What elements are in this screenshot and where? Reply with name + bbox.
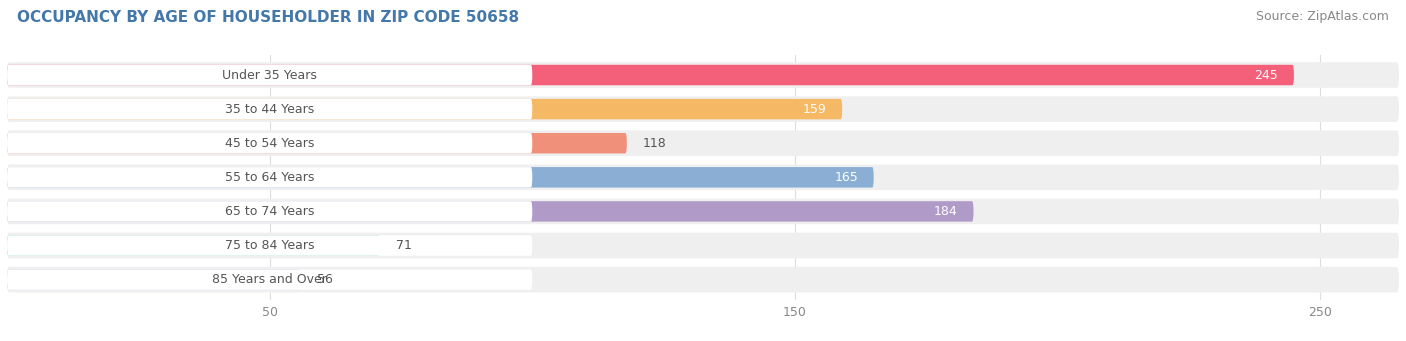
FancyBboxPatch shape: [7, 267, 1399, 293]
FancyBboxPatch shape: [7, 198, 1399, 224]
Text: 75 to 84 Years: 75 to 84 Years: [225, 239, 315, 252]
FancyBboxPatch shape: [7, 65, 1294, 85]
FancyBboxPatch shape: [7, 131, 1399, 156]
FancyBboxPatch shape: [7, 235, 380, 256]
FancyBboxPatch shape: [7, 133, 627, 153]
FancyBboxPatch shape: [7, 233, 1399, 258]
FancyBboxPatch shape: [7, 65, 533, 85]
Text: 165: 165: [834, 171, 858, 184]
Text: 65 to 74 Years: 65 to 74 Years: [225, 205, 315, 218]
Text: 159: 159: [803, 103, 827, 116]
FancyBboxPatch shape: [7, 165, 1399, 190]
FancyBboxPatch shape: [7, 235, 533, 256]
Text: OCCUPANCY BY AGE OF HOUSEHOLDER IN ZIP CODE 50658: OCCUPANCY BY AGE OF HOUSEHOLDER IN ZIP C…: [17, 10, 519, 25]
FancyBboxPatch shape: [7, 269, 301, 290]
Text: 56: 56: [316, 273, 333, 286]
FancyBboxPatch shape: [7, 99, 842, 119]
FancyBboxPatch shape: [7, 269, 533, 290]
Text: 45 to 54 Years: 45 to 54 Years: [225, 137, 315, 150]
FancyBboxPatch shape: [7, 167, 873, 188]
Text: 55 to 64 Years: 55 to 64 Years: [225, 171, 315, 184]
FancyBboxPatch shape: [7, 201, 973, 222]
FancyBboxPatch shape: [7, 201, 533, 222]
FancyBboxPatch shape: [7, 97, 1399, 122]
Text: Under 35 Years: Under 35 Years: [222, 69, 318, 81]
FancyBboxPatch shape: [7, 99, 533, 119]
Text: 118: 118: [643, 137, 666, 150]
FancyBboxPatch shape: [7, 167, 533, 188]
Text: 35 to 44 Years: 35 to 44 Years: [225, 103, 315, 116]
FancyBboxPatch shape: [7, 133, 533, 153]
FancyBboxPatch shape: [7, 62, 1399, 88]
Text: 184: 184: [934, 205, 957, 218]
Text: 85 Years and Over: 85 Years and Over: [212, 273, 328, 286]
Text: 71: 71: [395, 239, 412, 252]
Text: Source: ZipAtlas.com: Source: ZipAtlas.com: [1256, 10, 1389, 23]
Text: 245: 245: [1254, 69, 1278, 81]
